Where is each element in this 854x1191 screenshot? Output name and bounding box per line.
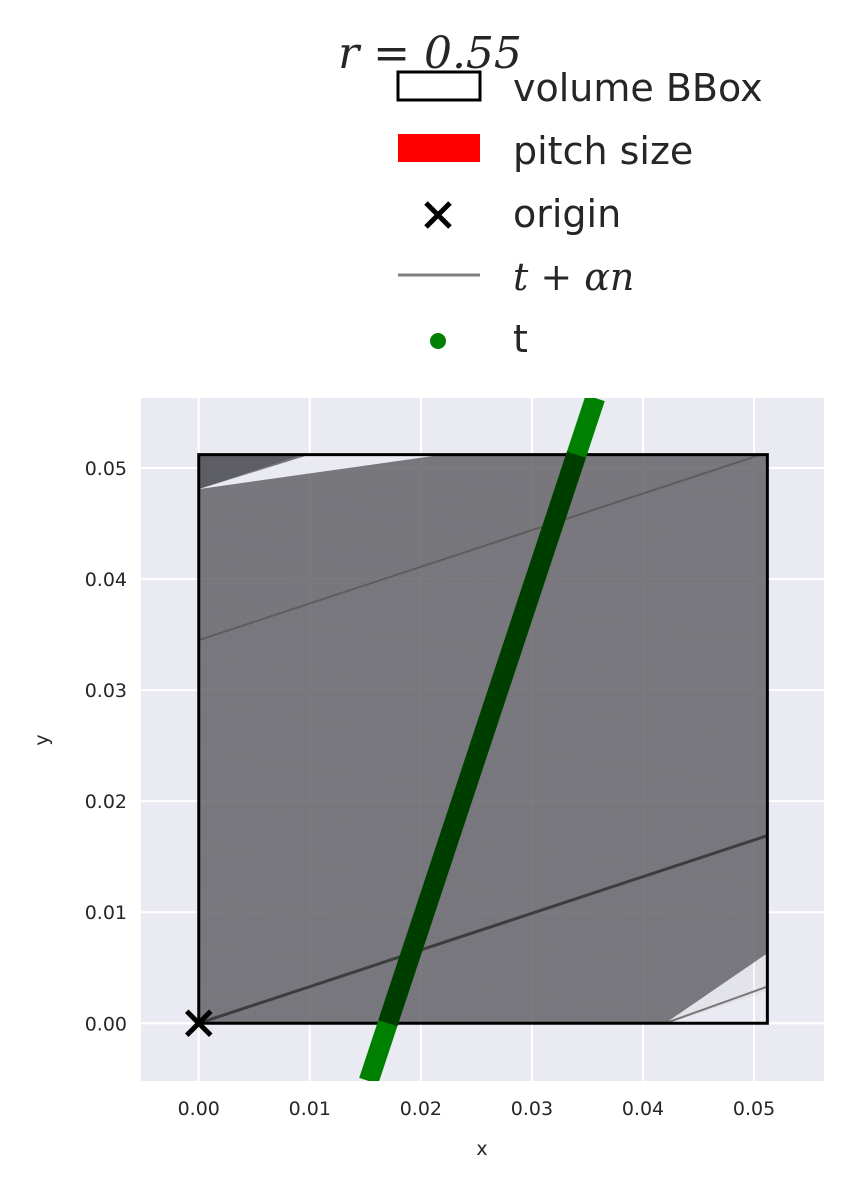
legend-marker-origin [424,201,452,229]
x-tick-label-5: 0.05 [733,1098,775,1120]
y-axis-label: y [31,734,53,745]
legend-marker-pitch-size [398,134,480,162]
t-points-overlap [378,451,586,1027]
tick-labels: 0.00 0.01 0.02 0.03 0.04 0.05 0.00 0.01 0.02 0.03… [85,458,776,1120]
x-tick-label-2: 0.02 [400,1098,442,1120]
x-tick-label-0: 0.00 [178,1098,220,1120]
legend: volume BBox pitch size origin t + αn t [396,66,763,361]
legend-marker-volume-bbox [396,70,482,102]
legend-label-t: t [513,317,528,361]
ray-band-top [198,454,768,490]
ray-band-edge [198,454,764,642]
y-tick-label-2: 0.02 [85,791,127,813]
ray-band-gap [198,454,444,490]
x-tick-label-3: 0.03 [511,1098,553,1120]
ray-line-1 [655,986,768,1024]
origin-marker-b [184,1009,213,1038]
y-tick-label-4: 0.04 [85,569,127,591]
legend-label-rays: t + αn [513,255,634,299]
legend-marker-t [430,333,446,349]
ray-band-lower-edge [664,985,768,1024]
volume-bbox [197,453,769,1025]
x-tick-label-1: 0.01 [289,1098,331,1120]
y-tick-label-5: 0.05 [85,458,127,480]
y-tick-label-0: 0.00 [85,1013,127,1035]
y-tick-label-3: 0.03 [85,680,127,702]
x-axis-label: x [476,1138,487,1160]
ray-origin-line [198,834,768,1024]
plot-content [184,398,769,1081]
legend-label-origin: origin [513,192,621,236]
legend-label-volume-bbox: volume BBox [513,66,763,110]
ray-bundle [198,454,768,1024]
legend-label-pitch-size: pitch size [513,129,693,173]
x-tick-label-4: 0.04 [622,1098,664,1120]
y-tick-label-1: 0.01 [85,902,127,924]
